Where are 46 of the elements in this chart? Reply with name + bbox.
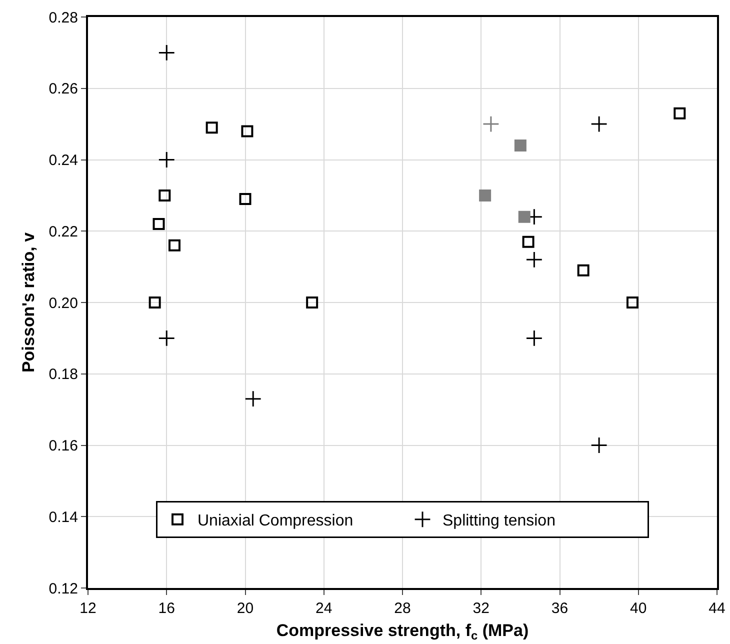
point <box>479 189 492 202</box>
x-tick-label: 44 <box>708 600 726 617</box>
point <box>158 151 176 168</box>
point <box>158 189 171 202</box>
point <box>590 436 608 454</box>
point <box>482 116 500 133</box>
y-tick-label: 0.12 <box>48 580 78 598</box>
y-axis-title: Poisson's ratio, v <box>18 232 38 373</box>
y-tick-label: 0.16 <box>48 438 78 454</box>
point <box>241 125 254 138</box>
y-tick-label: 0.20 <box>48 294 78 312</box>
y-tick-label: 0.18 <box>48 366 78 384</box>
point <box>626 296 638 308</box>
x-tick-label: 28 <box>394 600 411 617</box>
x-axis-title: Compressive strength, f$_{c}$ (MPa) <box>276 620 529 642</box>
point <box>148 296 161 308</box>
point <box>244 390 262 408</box>
x-tick-label: 24 <box>316 600 332 617</box>
y-tick-label: 0.24 <box>48 152 78 169</box>
point <box>674 107 686 120</box>
x-tick-label: 20 <box>236 600 254 617</box>
point <box>577 264 590 276</box>
point <box>152 218 165 230</box>
point <box>526 330 543 347</box>
x-tick-label: 40 <box>630 600 647 617</box>
point <box>522 236 534 248</box>
legend-label: Splitting tension <box>442 512 556 530</box>
y-tick-label: 0.26 <box>48 80 78 98</box>
point <box>158 44 176 62</box>
y-tick-label: 0.28 <box>48 9 78 26</box>
point <box>590 116 608 133</box>
legend-label: Uniaxial Compression <box>198 512 354 530</box>
x-tick-label: 16 <box>158 600 175 617</box>
point <box>514 139 526 152</box>
point <box>526 251 543 268</box>
point <box>158 330 176 347</box>
y-tick-label: 0.22 <box>48 223 78 240</box>
x-tick-label: 12 <box>80 600 96 617</box>
x-tick-label: 36 <box>551 600 568 617</box>
point <box>239 193 252 206</box>
point <box>206 122 218 134</box>
x-tick-label: 32 <box>472 600 490 617</box>
point <box>306 296 318 308</box>
point <box>168 239 180 252</box>
point <box>518 210 530 223</box>
y-tick-label: 0.14 <box>48 508 78 526</box>
